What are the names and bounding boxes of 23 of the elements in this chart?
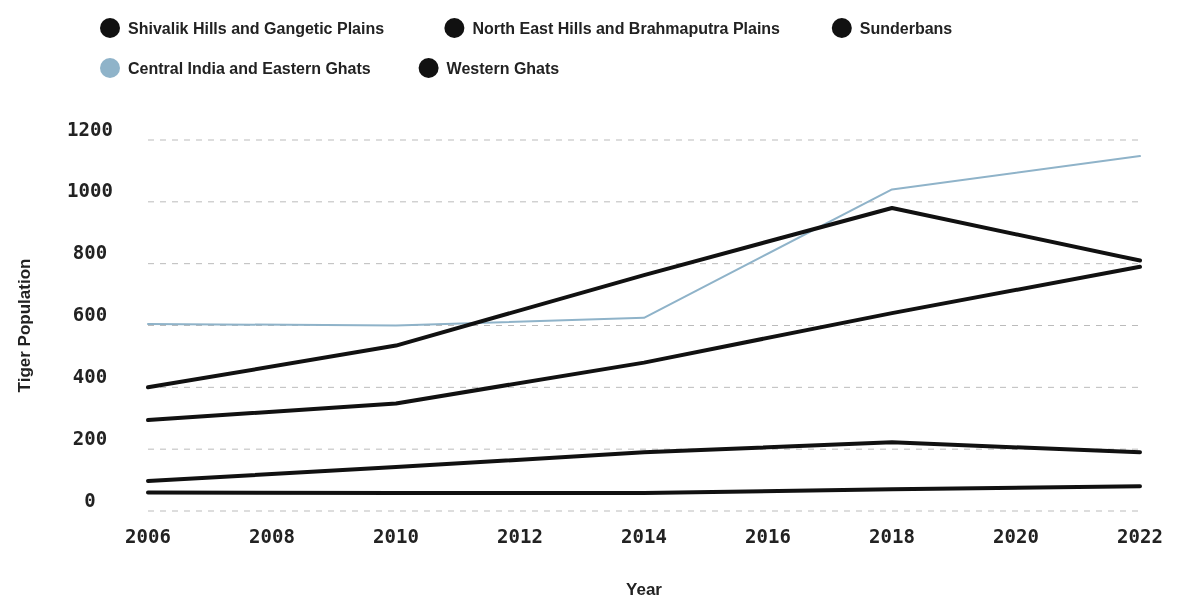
y-tick-label: 0 xyxy=(84,488,96,511)
y-tick-label: 400 xyxy=(72,364,108,387)
legend-label: North East Hills and Brahmaputra Plains xyxy=(472,20,781,37)
y-tick-label: 800 xyxy=(72,241,108,264)
legend-label: Sunderbans xyxy=(859,20,953,37)
y-tick-label: 1200 xyxy=(67,117,113,140)
y-tick-label: 600 xyxy=(72,303,108,325)
x-tick-label: 2006 xyxy=(125,525,171,547)
x-tick-label: 2018 xyxy=(869,525,915,547)
legend-label: Shivalik Hills and Gangetic Plains xyxy=(128,20,385,37)
x-tick-label: 2012 xyxy=(497,525,543,547)
x-tick-label: 2008 xyxy=(249,525,295,547)
y-tick-label: 200 xyxy=(72,426,108,449)
y-tick-label: 1000 xyxy=(67,179,113,202)
x-tick-label: 2020 xyxy=(993,525,1039,547)
legend-label: Central India and Eastern Ghats xyxy=(128,60,371,77)
legend-label: Western Ghats xyxy=(446,60,560,77)
x-tick-label: 2010 xyxy=(373,525,419,547)
y-axis-title: Tiger Population xyxy=(15,258,34,393)
x-tick-label: 2016 xyxy=(745,525,791,547)
x-tick-label: 2014 xyxy=(621,525,667,547)
x-tick-label: 2022 xyxy=(1117,525,1163,547)
x-axis-title: Year xyxy=(626,580,663,599)
